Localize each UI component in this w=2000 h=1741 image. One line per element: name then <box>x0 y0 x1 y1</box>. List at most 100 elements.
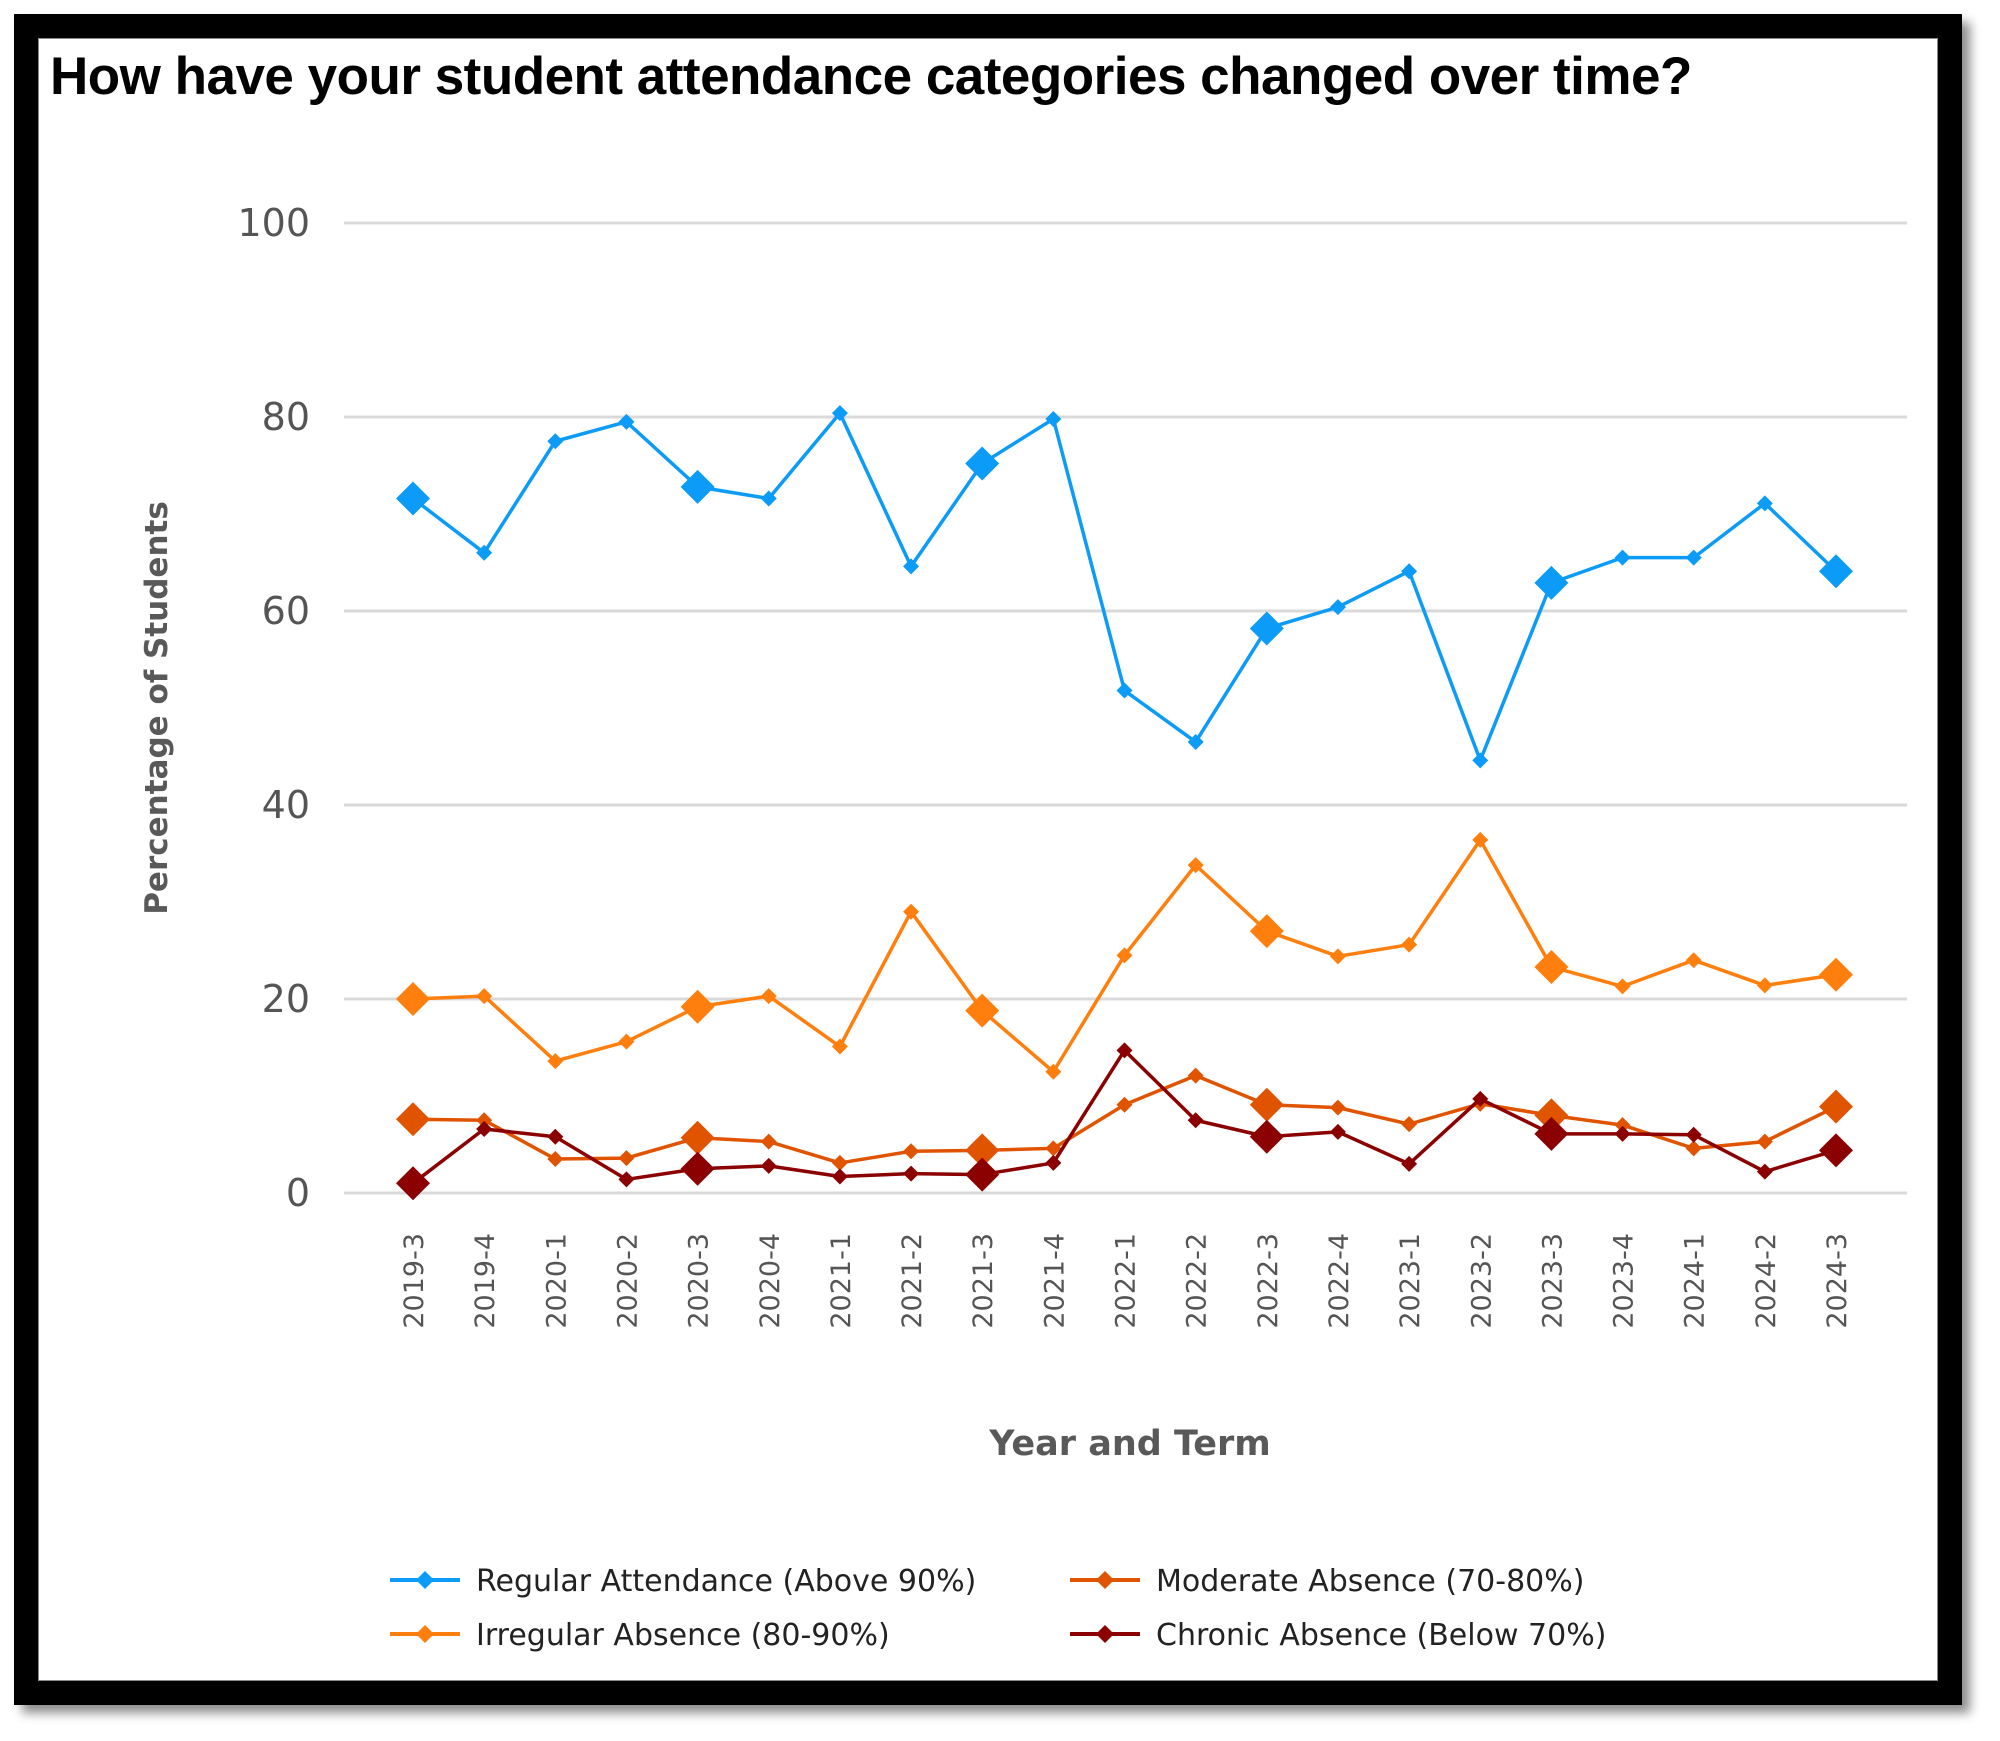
data-point <box>547 433 564 450</box>
data-point-highlighted <box>1249 611 1284 646</box>
chart-title: How have your student attendance categor… <box>50 47 1692 106</box>
x-tick-label: 2020-4 <box>755 1233 786 1329</box>
x-tick-label: 2023-4 <box>1609 1233 1640 1329</box>
series-line <box>411 411 1838 763</box>
data-point-highlighted <box>1249 914 1284 949</box>
data-point <box>1472 1090 1489 1107</box>
data-point-highlighted <box>396 1166 430 1201</box>
legend-item: Moderate Absence (70-80%) <box>1070 1564 1584 1599</box>
data-point <box>1614 978 1631 995</box>
x-tick-label: 2023-2 <box>1466 1233 1497 1329</box>
x-tick-label: 2022-2 <box>1182 1233 1213 1329</box>
data-point <box>1187 1112 1204 1129</box>
legend-label: Irregular Absence (80-90%) <box>476 1618 890 1653</box>
data-point-highlighted <box>965 1157 1000 1192</box>
data-point <box>831 405 848 422</box>
data-point <box>476 1112 493 1129</box>
y-tick-label: 40 <box>262 783 310 827</box>
data-point-highlighted <box>965 446 1000 481</box>
data-point-highlighted <box>680 989 715 1024</box>
data-point-highlighted <box>680 1120 715 1155</box>
data-point <box>1756 1163 1773 1180</box>
data-point-highlighted <box>1534 949 1569 984</box>
chart-panel <box>38 38 1938 1681</box>
legend-label: Chronic Absence (Below 70%) <box>1156 1618 1606 1653</box>
data-point <box>1116 682 1133 699</box>
data-point <box>1685 1126 1702 1143</box>
x-axis-title: Year and Term <box>988 1424 1270 1464</box>
data-point-highlighted <box>680 469 715 504</box>
data-point-highlighted <box>1819 1089 1853 1124</box>
data-point <box>1685 549 1702 566</box>
data-point <box>760 988 777 1005</box>
data-point <box>760 1133 777 1150</box>
legend-item: Chronic Absence (Below 70%) <box>1070 1618 1606 1653</box>
y-axis-title: Percentage of Students <box>139 501 175 915</box>
data-point <box>1329 948 1346 965</box>
series-lines <box>396 405 1853 1201</box>
data-point <box>1685 952 1702 969</box>
y-tick-label: 80 <box>262 395 310 439</box>
series-moderate <box>396 1067 1853 1171</box>
data-point <box>476 1120 493 1137</box>
data-point <box>1401 1155 1418 1172</box>
y-tick-label: 100 <box>237 201 310 245</box>
x-tick-label: 2023-1 <box>1395 1233 1426 1329</box>
x-tick-label: 2022-1 <box>1111 1233 1142 1329</box>
legend-marker <box>416 1571 434 1589</box>
x-tick-label: 2024-3 <box>1822 1233 1853 1329</box>
gridlines <box>344 221 1907 1195</box>
x-tick-label: 2023-3 <box>1537 1233 1568 1329</box>
data-point <box>476 988 493 1005</box>
data-point-highlighted <box>1249 1087 1284 1122</box>
data-point <box>1614 1125 1631 1142</box>
legend-label: Regular Attendance (Above 90%) <box>476 1564 976 1599</box>
data-point <box>1116 1096 1133 1113</box>
data-point <box>1472 831 1489 848</box>
data-point-highlighted <box>1819 957 1853 992</box>
x-tick-label: 2024-1 <box>1680 1233 1711 1329</box>
legend-marker <box>416 1625 434 1643</box>
data-point <box>831 1168 848 1185</box>
x-tick-label: 2020-2 <box>612 1233 643 1329</box>
data-point <box>1329 1123 1346 1140</box>
series-regular <box>396 405 1853 769</box>
x-tick-label: 2024-2 <box>1751 1233 1782 1329</box>
data-point <box>903 1143 920 1160</box>
x-tick-label: 2022-4 <box>1324 1233 1355 1329</box>
chart-frame <box>14 14 1962 1705</box>
data-point <box>903 903 920 920</box>
data-point <box>1614 1117 1631 1134</box>
data-point <box>1614 549 1631 566</box>
data-point-highlighted <box>1819 1133 1853 1168</box>
legend-item: Regular Attendance (Above 90%) <box>390 1564 976 1599</box>
legend-label: Moderate Absence (70-80%) <box>1156 1564 1584 1599</box>
x-tick-label: 2020-1 <box>541 1233 572 1329</box>
data-point-highlighted <box>1534 1098 1569 1133</box>
x-tick-label: 2021-3 <box>968 1233 999 1329</box>
legend-marker <box>1096 1571 1114 1589</box>
data-point <box>1756 1133 1773 1150</box>
data-point-highlighted <box>396 1102 430 1137</box>
data-point-highlighted <box>965 1133 1000 1168</box>
legend: Regular Attendance (Above 90%) Moderate A… <box>390 1564 1606 1653</box>
data-point <box>831 1154 848 1171</box>
data-point <box>618 1171 635 1188</box>
data-point <box>1756 977 1773 994</box>
x-tick-label: 2022-3 <box>1253 1233 1284 1329</box>
x-tick-label: 2021-4 <box>1039 1233 1070 1329</box>
data-point <box>1045 410 1062 427</box>
data-point <box>1045 1063 1062 1080</box>
x-tick-label: 2020-3 <box>684 1233 715 1329</box>
data-point-highlighted <box>1819 554 1853 589</box>
data-point <box>1187 1067 1204 1084</box>
data-point <box>618 413 635 430</box>
data-point-highlighted <box>680 1151 715 1186</box>
data-point <box>1116 1042 1133 1059</box>
data-point-highlighted <box>1534 565 1569 600</box>
data-point <box>1187 733 1204 750</box>
data-point <box>1401 563 1418 580</box>
x-tick-label: 2019-3 <box>399 1233 430 1329</box>
data-point <box>1685 1140 1702 1157</box>
